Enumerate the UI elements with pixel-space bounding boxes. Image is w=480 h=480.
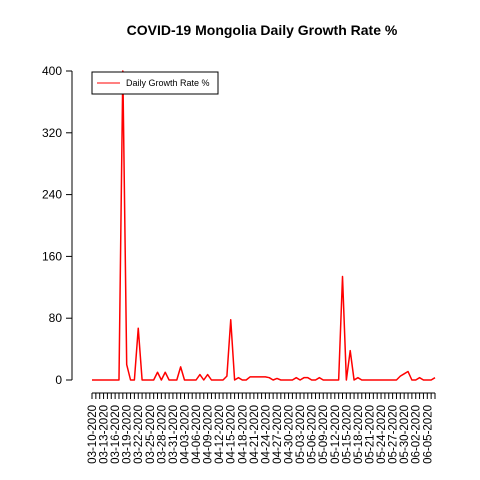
legend-entry-label: Daily Growth Rate %: [126, 78, 210, 88]
x-tick-label: 06-02-2020: [411, 405, 423, 464]
x-tick-label: 03-28-2020: [156, 405, 168, 464]
x-tick-label: 03-16-2020: [110, 405, 122, 464]
x-tick-label: 05-27-2020: [388, 405, 400, 464]
x-tick-label: 04-27-2020: [272, 405, 284, 464]
x-tick-label: 03-25-2020: [145, 405, 157, 464]
x-tick-label: 03-22-2020: [133, 405, 145, 464]
chart-title: COVID-19 Mongolia Daily Growth Rate %: [127, 22, 398, 38]
x-tick-label: 03-19-2020: [122, 405, 134, 464]
legend: Daily Growth Rate %: [91, 71, 219, 95]
x-tick-label: 05-06-2020: [307, 405, 319, 464]
x-axis: 03-10-2020 03-13-2020 03-16-2020 03-19-2020…: [87, 392, 436, 464]
y-tick-label: 320: [42, 126, 62, 140]
x-tick-label: 05-15-2020: [341, 405, 353, 464]
legend-box: [91, 71, 219, 95]
y-tick-label: 80: [49, 311, 63, 325]
y-axis: 0 80 160 240 320 400: [42, 64, 73, 387]
x-tick-label: 04-30-2020: [284, 405, 296, 464]
x-tick-label: 03-10-2020: [87, 405, 99, 464]
x-tick-label: 05-30-2020: [399, 405, 411, 464]
x-tick-label: 04-09-2020: [203, 405, 215, 464]
plot-area: [92, 70, 436, 381]
x-tick-label: 04-18-2020: [237, 405, 249, 464]
x-tick-label: 05-09-2020: [318, 405, 330, 464]
x-tick-label: 05-24-2020: [376, 405, 388, 464]
y-tick-label: 240: [42, 188, 62, 202]
x-tick-label: 05-03-2020: [295, 405, 307, 464]
x-tick-label: 03-31-2020: [168, 405, 180, 464]
x-tick-label: 04-24-2020: [260, 405, 272, 464]
x-tick-label: 04-12-2020: [214, 405, 226, 464]
x-tick-label: 04-15-2020: [226, 405, 238, 464]
x-tick-label: 04-06-2020: [191, 405, 203, 464]
x-tick-label: 06-05-2020: [422, 405, 434, 464]
x-tick-label: 05-18-2020: [353, 405, 365, 464]
x-tick-label: 04-21-2020: [249, 405, 261, 464]
x-tick-label: 05-12-2020: [330, 405, 342, 464]
y-tick-label: 160: [42, 249, 62, 263]
y-tick-label: 0: [55, 373, 62, 387]
x-tick-label: 04-03-2020: [179, 405, 191, 464]
y-tick-label: 400: [42, 64, 62, 78]
series-line-daily-growth-rate: [92, 70, 436, 381]
x-tick-label: 05-21-2020: [364, 405, 376, 464]
x-tick-label: 03-13-2020: [99, 405, 111, 464]
